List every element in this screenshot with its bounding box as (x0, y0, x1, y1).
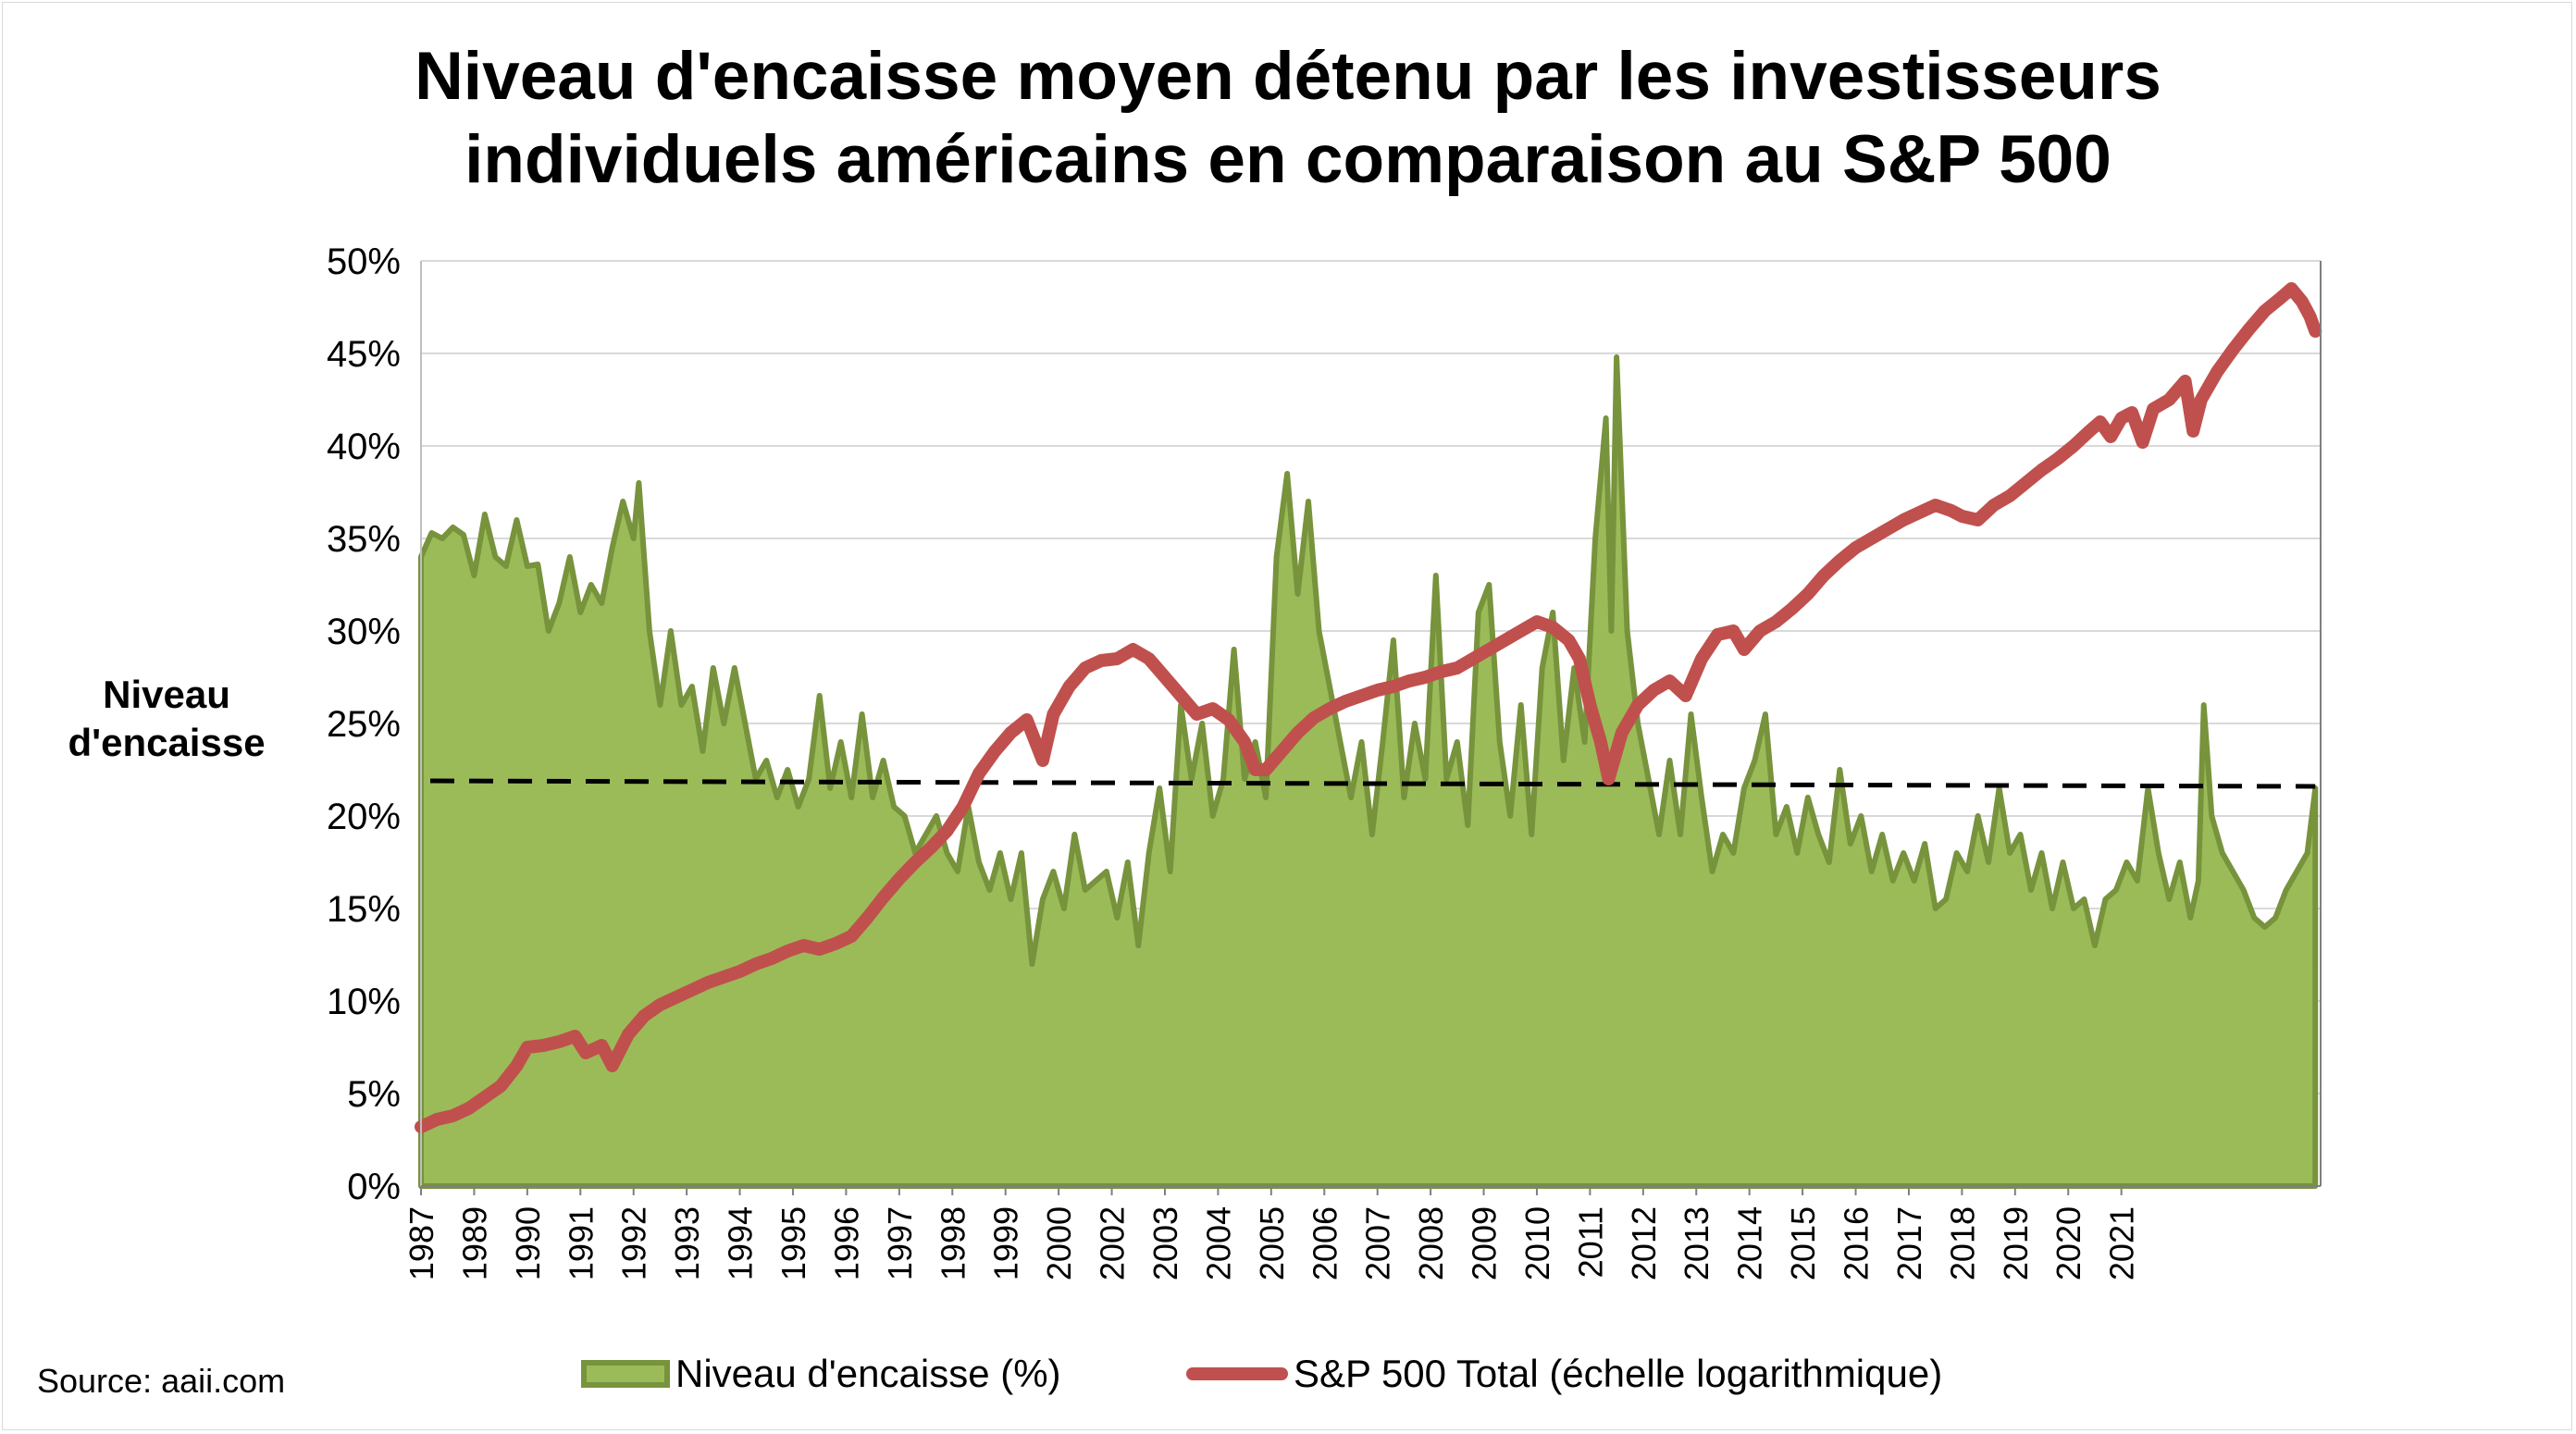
x-tick-label: 1996 (827, 1206, 865, 1280)
y-tick-label: 20% (327, 797, 401, 837)
legend-swatch-sp500 (1186, 1367, 1288, 1380)
cash-area-series (418, 354, 2319, 1189)
y-tick-label: 50% (327, 241, 401, 282)
sp500-line-series (415, 282, 2322, 1133)
x-tick-label: 2021 (2103, 1206, 2141, 1280)
y-tick-label: 15% (327, 889, 401, 930)
x-tick-label: 2002 (1094, 1206, 1132, 1280)
x-tick-label: 2015 (1784, 1206, 1822, 1280)
x-tick-label: 2000 (1040, 1206, 1078, 1280)
legend-item-cash: Niveau d'encaisse (%) (581, 1346, 1061, 1402)
x-tick-label: 2014 (1731, 1206, 1769, 1280)
average-line-layer (429, 778, 2316, 789)
x-tick-label: 2003 (1146, 1206, 1184, 1280)
x-tick-label: 1995 (774, 1206, 812, 1280)
x-tick-label: 2006 (1306, 1206, 1344, 1280)
y-tick-label: 0% (347, 1167, 401, 1207)
x-tick-label: 1993 (668, 1206, 706, 1280)
x-tick-label: 2018 (1943, 1206, 1981, 1280)
x-tick-label: 1987 (402, 1206, 440, 1280)
x-tick-label: 1989 (455, 1206, 493, 1280)
y-axis-label-text: Niveau d'encaisse (37, 671, 296, 767)
x-tick-label: 1991 (562, 1206, 600, 1280)
x-tick-label: 2009 (1466, 1206, 1504, 1280)
y-tick-label: 5% (347, 1074, 401, 1115)
y-axis-label: Niveau d'encaisse (37, 671, 296, 767)
x-tick-label: 1999 (987, 1206, 1025, 1280)
legend-label-sp500: S&P 500 Total (échelle logarithmique) (1294, 1352, 1943, 1395)
x-tick-label: 1997 (881, 1206, 919, 1280)
x-tick-label: 1990 (509, 1206, 547, 1280)
average-dashed-line (429, 778, 2316, 789)
x-tick-label: 2019 (1997, 1206, 2035, 1280)
legend-swatch-cash (581, 1360, 670, 1388)
x-tick-label: 2016 (1838, 1206, 1876, 1280)
cash-area-layer (418, 354, 2319, 1189)
y-tick-label: 30% (327, 612, 401, 652)
x-tick-label: 2005 (1253, 1206, 1291, 1280)
x-tick-label: 2013 (1678, 1206, 1715, 1280)
x-tick-label: 2011 (1571, 1206, 1609, 1278)
axes (420, 261, 2322, 1195)
x-tick-label: 2010 (1518, 1206, 1556, 1280)
chart-title: Niveau d'encaisse moyen détenu par les i… (0, 35, 2576, 202)
x-tick-label: 1994 (722, 1206, 760, 1280)
x-tick-labels: 1987 1989 1990 1991 1992 1993 1994 1995 1996 1997… (402, 1206, 2141, 1280)
sp500-line-layer (415, 282, 2322, 1133)
x-tick-label: 2020 (2050, 1206, 2087, 1280)
y-axis-label-line-2: d'encaisse (68, 721, 266, 764)
legend-item-sp500: S&P 500 Total (échelle logarithmique) (1186, 1346, 1942, 1402)
y-tick-label: 10% (327, 982, 401, 1022)
legend: Niveau d'encaisse (%) S&P 500 Total (éch… (0, 1346, 2576, 1402)
chart-title-line-2: individuels américains en comparaison au… (464, 122, 2112, 197)
x-tick-label: 2004 (1199, 1206, 1237, 1280)
y-tick-label: 40% (327, 426, 401, 467)
x-tick-label: 1992 (615, 1206, 653, 1280)
legend-label-cash: Niveau d'encaisse (%) (675, 1352, 1061, 1395)
source-note: Source: aaii.com (37, 1362, 286, 1400)
x-tick-label: 2008 (1412, 1206, 1450, 1280)
x-tick-label: 2007 (1359, 1206, 1397, 1280)
chart-title-line-1: Niveau d'encaisse moyen détenu par les i… (415, 39, 2161, 114)
y-tick-label: 45% (327, 334, 401, 375)
x-tick-label: 2012 (1625, 1206, 1663, 1280)
y-tick-label: 25% (327, 704, 401, 745)
x-tick-label: 2017 (1890, 1206, 1928, 1280)
y-axis-label-line-1: Niveau (103, 673, 230, 716)
y-tick-labels: 0% 5% 10% 15% 20% 25% 30% 35% 40% 45% 50% (327, 241, 401, 1207)
x-tick-label: 1998 (934, 1206, 972, 1280)
y-tick-label: 35% (327, 519, 401, 560)
